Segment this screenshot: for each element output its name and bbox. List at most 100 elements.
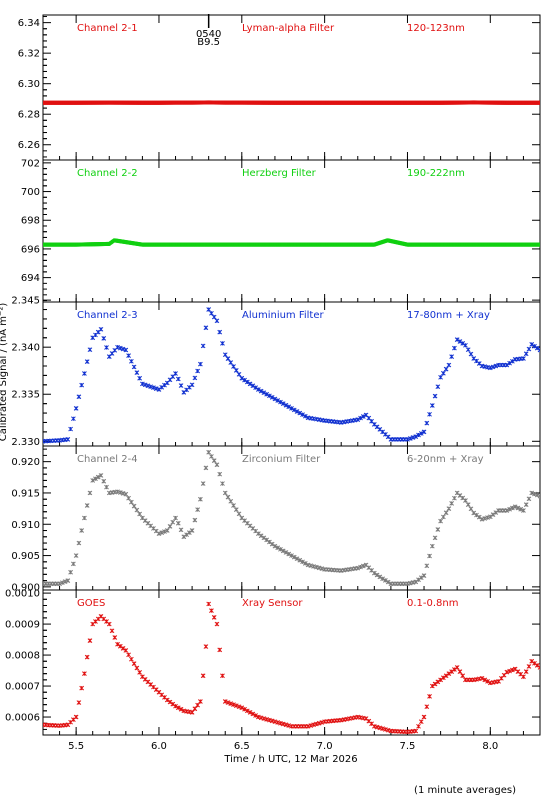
data-point bbox=[424, 704, 430, 710]
data-point bbox=[278, 546, 283, 552]
x-tick-label: 6.0 bbox=[151, 741, 167, 752]
data-point bbox=[275, 545, 281, 551]
data-point bbox=[59, 580, 65, 586]
panel-band-label: 120-123nm bbox=[407, 23, 465, 34]
data-point bbox=[217, 647, 223, 653]
data-point bbox=[507, 668, 512, 674]
data-point bbox=[195, 507, 200, 513]
data-point bbox=[256, 387, 261, 392]
data-point bbox=[211, 314, 217, 320]
data-point bbox=[355, 417, 361, 423]
panel-frame bbox=[42, 301, 541, 447]
data-point bbox=[134, 507, 140, 513]
data-point bbox=[76, 394, 82, 400]
data-point bbox=[278, 399, 283, 405]
data-point bbox=[407, 436, 413, 441]
data-point bbox=[84, 654, 90, 660]
data-point bbox=[302, 561, 308, 566]
data-point bbox=[427, 694, 432, 699]
data-point bbox=[236, 511, 242, 517]
data-point bbox=[272, 543, 278, 549]
y-tick-label: 698 bbox=[21, 216, 40, 227]
data-point bbox=[297, 557, 303, 563]
data-point bbox=[189, 528, 195, 533]
data-point bbox=[532, 491, 537, 497]
data-point bbox=[460, 673, 466, 679]
data-point bbox=[62, 579, 68, 585]
data-point bbox=[137, 670, 142, 675]
panel-filter-label: Herzberg Filter bbox=[242, 168, 317, 179]
y-tick-label: 694 bbox=[21, 273, 40, 284]
data-point bbox=[173, 703, 178, 709]
data-point bbox=[95, 474, 101, 480]
data-point bbox=[261, 390, 267, 396]
data-point bbox=[120, 491, 126, 496]
data-point bbox=[76, 540, 82, 546]
data-point bbox=[383, 578, 388, 583]
series-points bbox=[43, 307, 540, 444]
data-point bbox=[220, 481, 225, 486]
y-tick-label: 696 bbox=[21, 244, 40, 255]
data-point bbox=[209, 310, 214, 316]
data-point bbox=[101, 336, 107, 341]
data-point bbox=[286, 551, 292, 557]
data-point bbox=[432, 393, 438, 399]
data-point bbox=[173, 371, 178, 376]
data-point bbox=[173, 515, 178, 521]
data-point bbox=[131, 364, 137, 370]
data-point bbox=[380, 576, 385, 582]
data-point bbox=[225, 356, 231, 361]
data-point bbox=[493, 363, 499, 369]
data-point bbox=[413, 434, 419, 439]
data-point bbox=[101, 478, 107, 484]
data-point bbox=[57, 581, 62, 587]
data-point bbox=[148, 384, 154, 390]
data-point bbox=[300, 559, 305, 565]
data-point bbox=[90, 478, 96, 483]
data-point bbox=[358, 415, 363, 421]
data-point bbox=[443, 510, 449, 516]
data-point bbox=[228, 701, 234, 706]
data-point bbox=[82, 515, 87, 521]
y-tick-label: 0.0010 bbox=[5, 589, 40, 600]
panel-band-label: 190-222nm bbox=[407, 168, 465, 179]
data-point bbox=[239, 705, 245, 711]
data-point bbox=[374, 572, 380, 578]
data-point bbox=[192, 706, 198, 712]
data-point bbox=[529, 490, 535, 496]
data-point bbox=[449, 501, 454, 506]
panel-filter-label: Xray Sensor bbox=[242, 598, 303, 609]
data-point bbox=[200, 673, 206, 679]
data-point bbox=[192, 517, 198, 523]
y-tick-label: 2.345 bbox=[11, 296, 40, 307]
data-point bbox=[198, 361, 203, 367]
data-point bbox=[534, 492, 540, 498]
data-point bbox=[159, 530, 165, 535]
data-point bbox=[482, 677, 488, 683]
data-point bbox=[115, 344, 120, 350]
data-point bbox=[242, 706, 247, 712]
data-point bbox=[203, 325, 209, 331]
data-point bbox=[405, 437, 410, 442]
data-point bbox=[156, 531, 162, 537]
data-point bbox=[236, 371, 242, 377]
y-tick-label: 6.30 bbox=[18, 79, 40, 90]
data-point bbox=[225, 494, 231, 500]
data-point bbox=[195, 368, 200, 374]
y-tick-label: 0.0006 bbox=[5, 713, 40, 724]
panel-filter-label: Zirconium Filter bbox=[242, 454, 321, 465]
series-points bbox=[43, 238, 540, 247]
x-tick-labels: 5.5 6.0 6.5 7.0 7.5 8.0 bbox=[68, 741, 498, 752]
data-point bbox=[523, 502, 529, 507]
data-point bbox=[239, 375, 245, 381]
data-point bbox=[109, 628, 115, 634]
y-tick-label: 6.28 bbox=[18, 110, 40, 121]
data-point bbox=[250, 383, 256, 389]
data-point bbox=[452, 345, 457, 351]
data-point bbox=[79, 528, 85, 533]
data-point bbox=[126, 495, 131, 501]
data-point bbox=[438, 374, 443, 380]
series-points bbox=[43, 601, 540, 735]
data-point bbox=[526, 496, 532, 502]
